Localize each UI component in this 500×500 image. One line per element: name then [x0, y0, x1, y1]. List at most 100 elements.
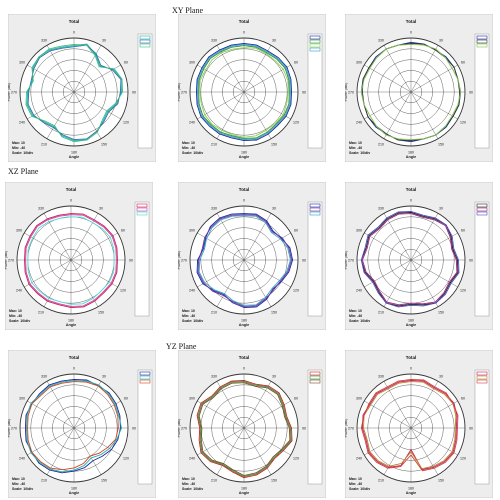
- angle-tick-label: 270: [181, 259, 187, 263]
- angle-tick-label: 240: [19, 457, 25, 461]
- max-label: Max: 10: [182, 309, 195, 313]
- grid-spoke: [216, 259, 245, 307]
- grid-spoke: [27, 91, 75, 120]
- plot-title: Total: [239, 187, 249, 192]
- angle-tick-label: 270: [348, 91, 354, 95]
- angle-tick-label: 0: [410, 367, 412, 371]
- angle-tick-label: 90: [302, 91, 306, 95]
- grid-spoke: [364, 91, 412, 120]
- angle-tick-label: 90: [469, 427, 473, 431]
- angle-tick-label: 0: [73, 31, 75, 35]
- series-trace: [196, 380, 293, 479]
- polar-plot-svg: Total 0 30 60 90 120 150 180 210 240 270 300 330 Powe…: [8, 14, 156, 162]
- x-axis-label: Angle: [239, 491, 250, 495]
- y-axis-label: Power (dBi): [345, 419, 348, 438]
- angle-tick-label: 330: [378, 39, 384, 43]
- legend-swatch: [139, 371, 151, 376]
- legend-box: [137, 369, 153, 485]
- plot-title: Total: [69, 19, 79, 24]
- legend-swatch: [309, 43, 321, 48]
- grid-spoke: [216, 91, 245, 139]
- series-trace: [196, 42, 292, 142]
- grid-spoke: [216, 427, 245, 475]
- grid-spoke: [27, 400, 75, 429]
- grid-spoke: [383, 91, 412, 139]
- grid-spoke: [73, 400, 121, 429]
- angle-tick-label: 240: [356, 121, 362, 125]
- angle-tick-label: 210: [41, 478, 47, 482]
- legend-swatch: [476, 39, 488, 44]
- legend-swatch: [139, 375, 151, 380]
- x-axis-label: Angle: [239, 155, 250, 159]
- polar-plot-svg: Total 0 30 60 90 120 150 180 210 240 270 300 330 Powe…: [345, 14, 493, 162]
- y-axis-label: Power (dBi): [345, 251, 348, 270]
- min-label: Min: -40: [12, 146, 25, 150]
- series-trace: [197, 214, 292, 307]
- angle-tick-label: 60: [121, 229, 125, 233]
- polar-plot-5: Total 0 30 60 90 120 150 180 210 240 270 300 330 Powe…: [178, 182, 326, 330]
- series-trace: [361, 213, 458, 306]
- plane-label-xz: XZ Plane: [8, 167, 39, 176]
- grid-spoke: [410, 259, 439, 307]
- legend-box: [474, 33, 490, 149]
- series-trace: [26, 380, 122, 473]
- series-trace: [361, 42, 461, 142]
- angle-tick-label: 210: [211, 142, 217, 146]
- angle-tick-label: 90: [469, 91, 473, 95]
- grid-spoke: [216, 213, 245, 261]
- legend-swatch: [309, 35, 321, 40]
- grid-spoke: [43, 213, 72, 261]
- grid-spoke: [73, 427, 121, 456]
- grid-spoke: [27, 427, 75, 456]
- legend-swatch: [136, 207, 148, 212]
- angle-tick-label: 270: [348, 259, 354, 263]
- angle-tick-label: 150: [271, 478, 277, 482]
- angle-tick-label: 120: [293, 457, 299, 461]
- angle-tick-label: 90: [302, 259, 306, 263]
- grid-spoke: [197, 400, 245, 429]
- grid-spoke: [243, 232, 291, 261]
- angle-tick-label: 180: [241, 151, 247, 155]
- legend-swatch: [476, 203, 488, 208]
- series-trace: [199, 47, 289, 138]
- angle-tick-label: 150: [101, 142, 107, 146]
- plot-title: Total: [239, 355, 249, 360]
- angle-tick-label: 30: [102, 375, 106, 379]
- angle-tick-label: 30: [272, 375, 276, 379]
- angle-tick-label: 210: [378, 310, 384, 314]
- angle-tick-label: 90: [469, 259, 473, 263]
- grid-spoke: [73, 91, 121, 120]
- legend-box: [307, 369, 323, 485]
- legend-swatch: [476, 379, 488, 384]
- y-axis-label: Power (dBi): [5, 251, 8, 270]
- angle-tick-label: 300: [19, 61, 25, 65]
- grid-spoke: [410, 91, 439, 139]
- legend-swatch: [309, 379, 321, 384]
- y-axis-label: Power (dBi): [8, 419, 11, 438]
- series-trace: [26, 43, 123, 142]
- grid-spoke: [364, 64, 412, 93]
- angle-tick-label: 30: [102, 39, 106, 43]
- angle-tick-label: 150: [101, 478, 107, 482]
- max-label: Max: 10: [12, 477, 25, 481]
- angle-tick-label: 180: [241, 487, 247, 491]
- series-trace: [25, 214, 117, 307]
- series-trace: [198, 215, 291, 306]
- series-trace: [360, 378, 459, 472]
- legend-swatch: [309, 371, 321, 376]
- legend-swatch: [476, 43, 488, 48]
- grid-spoke: [46, 427, 75, 475]
- min-label: Min: -40: [349, 146, 362, 150]
- angle-tick-label: 330: [378, 207, 384, 211]
- series-trace: [25, 44, 124, 143]
- angle-tick-label: 270: [11, 427, 17, 431]
- angle-tick-label: 120: [460, 457, 466, 461]
- polar-plot-9: Total 0 30 60 90 120 150 180 210 240 270 300 330 Powe…: [345, 350, 493, 498]
- legend-swatch: [136, 203, 148, 208]
- series-trace: [197, 381, 292, 478]
- grid-spoke: [410, 400, 458, 429]
- legend-box: [137, 33, 153, 149]
- angle-tick-label: 210: [211, 478, 217, 482]
- angle-tick-label: 330: [38, 207, 44, 211]
- plot-title: Total: [406, 355, 416, 360]
